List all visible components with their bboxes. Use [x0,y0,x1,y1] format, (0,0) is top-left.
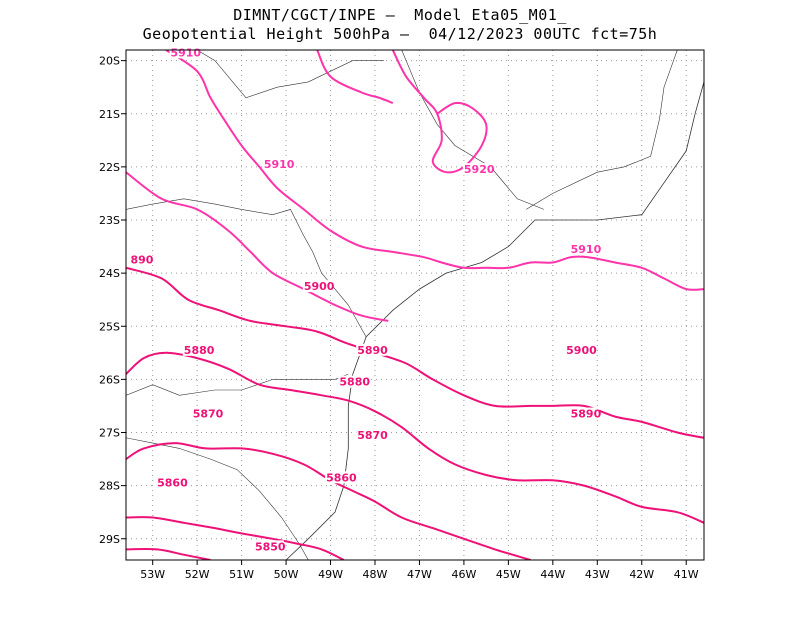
contour-label: 5860 [326,471,357,484]
border-path [126,198,367,338]
contour-label-bg [262,157,293,170]
border-path [196,50,384,99]
contour-label-bg [182,343,213,356]
y-tick-label: 22S [99,161,120,174]
x-tick-label: 53W [140,568,165,581]
contour-5890 [126,351,704,524]
y-tick-label: 27S [99,427,120,440]
height-contours [126,50,704,560]
grid-lines [126,50,704,560]
x-tick-label: 45W [496,568,521,581]
border-path [126,373,349,396]
y-tick-label: 26S [99,373,120,386]
border-path [401,50,545,210]
contour-label-bg [253,540,284,553]
contour-label-bg [191,407,222,420]
contour-label-bg [569,242,600,255]
contour-label-bg [169,46,200,59]
y-tick-label: 24S [99,267,120,280]
contour-label: 5890 [571,408,602,421]
contour-label: 5910 [264,158,295,171]
contour-label: 5870 [193,408,224,421]
contour-5860 [126,548,211,560]
contour-5920 [391,50,488,174]
contour-label: 5860 [157,477,188,490]
contour-5870 [126,516,345,560]
x-tick-label: 51W [229,568,254,581]
contour-label: 890 [130,254,153,267]
map-title-line1: DIMNT/CGCT/INPE – Model Eta05_M01_ [233,6,567,24]
border-path [526,50,678,210]
contour-5920 [316,50,394,105]
y-tick-label: 21S [99,108,120,121]
x-tick-label: 42W [629,568,654,581]
contour-label: 5890 [357,344,388,357]
contour-5900 [126,266,704,439]
x-tick-label: 41W [674,568,699,581]
contour-label: 5920 [464,163,495,176]
contour-label: 5910 [571,243,602,256]
contour-label-bg [565,343,596,356]
contour-label: 5900 [566,344,597,357]
y-tick-label: 29S [99,533,120,546]
x-tick-label: 43W [585,568,610,581]
y-tick-label: 23S [99,214,120,227]
contour-label-bg [356,428,387,441]
y-tick-label: 25S [99,320,120,333]
contour-label-bg [302,280,333,293]
contour-label-bg [129,253,153,266]
contour-label: 5880 [339,376,370,389]
x-tick-label: 48W [363,568,388,581]
x-tick-label: 52W [185,568,210,581]
contour-5910 [126,171,389,322]
contour-label: 5850 [255,540,286,553]
contour-label-bg [462,163,493,176]
contour-5880 [126,442,531,560]
plot-frame [125,49,705,561]
x-tick-label: 44W [540,568,565,581]
x-tick-label: 47W [407,568,432,581]
x-tick-label: 46W [451,568,476,581]
contour-label: 5870 [357,429,388,442]
y-tick-label: 28S [99,480,120,493]
contour-labels: 5910 5920 5910 5910 890 5900 5890 5900 5880 5880 5… [129,46,602,553]
x-tick-label: 49W [318,568,343,581]
contour-label: 5910 [170,46,201,59]
contour-label-bg [338,375,369,388]
contour-label-bg [356,343,387,356]
political-borders [126,50,678,560]
y-tick-label: 20S [99,55,120,68]
contour-label: 5880 [184,344,215,357]
contour-label-bg [569,407,600,420]
contour-5910 [165,50,704,291]
contour-label: 5900 [304,280,335,293]
contour-label-bg [156,476,187,489]
x-tick-label: 50W [274,568,299,581]
map-title-line2: Geopotential Height 500hPa – 04/12/2023 … [142,25,658,43]
axis-ticks: 53W 52W 51W 50W 49W 48W 47W 46W 45W 44W 43W 42W 41W 2… [99,55,699,581]
contour-label-bg [325,471,356,484]
